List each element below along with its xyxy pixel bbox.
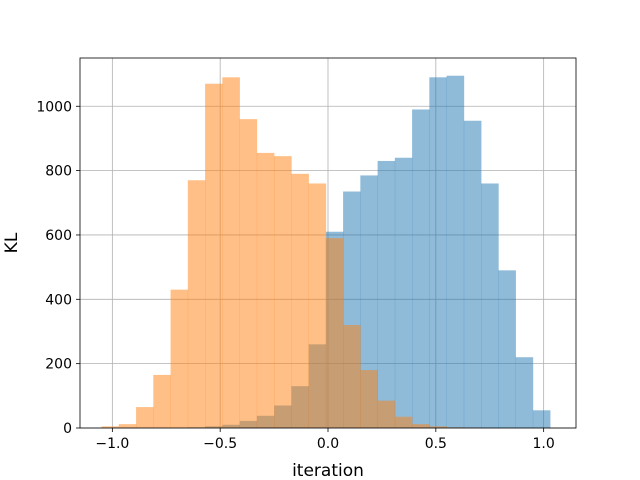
histogram-bar-series-2 <box>136 407 154 428</box>
x-axis-label: iteration <box>292 461 364 480</box>
y-tick-label: 800 <box>45 164 72 180</box>
histogram-bar-series-1 <box>412 109 430 428</box>
histogram-bar-series-2 <box>394 416 413 428</box>
x-tick-label: 0.5 <box>425 436 447 452</box>
x-tick-label: −0.5 <box>203 436 237 452</box>
histogram-bar-series-1 <box>515 357 534 428</box>
histogram-bar-series-2 <box>343 325 361 428</box>
histogram-bar-series-1 <box>446 75 465 429</box>
histogram-bar-series-1 <box>481 183 499 428</box>
histogram-bar-series-2 <box>291 173 309 428</box>
histogram-bar-series-2 <box>429 426 447 428</box>
histogram-bar-series-1 <box>360 175 378 428</box>
histogram-bar-series-2 <box>170 289 189 428</box>
histogram-bar-series-1 <box>377 160 396 428</box>
histogram-bar-series-1 <box>429 77 447 428</box>
y-tick-label: 400 <box>45 292 72 308</box>
y-axis-ticks: 0 200 400 600 800 1000 <box>36 99 80 437</box>
x-axis-ticks: −1.0 −0.5 0.0 0.5 1.0 <box>95 428 555 452</box>
y-axis-label: KL <box>2 232 22 253</box>
histogram-bar-series-2 <box>118 424 137 428</box>
y-tick-label: 200 <box>45 357 72 373</box>
x-tick-label: 0.0 <box>317 436 339 452</box>
histogram-bar-series-1 <box>394 157 413 428</box>
histogram-bars <box>101 75 551 429</box>
histogram-bar-series-2 <box>153 374 171 428</box>
histogram-bar-series-2 <box>256 152 275 429</box>
histogram-bar-series-2 <box>101 426 120 428</box>
histogram-bar-series-2 <box>360 370 378 428</box>
histogram-bar-series-1 <box>532 410 551 428</box>
histogram-bar-series-2 <box>187 180 206 428</box>
y-tick-label: 0 <box>63 421 72 437</box>
histogram-bar-series-2 <box>377 400 396 428</box>
x-tick-label: 1.0 <box>533 436 555 452</box>
histogram-bar-series-2 <box>325 238 344 428</box>
histogram-bar-series-1 <box>463 120 482 428</box>
histogram-bar-series-2 <box>412 424 430 428</box>
histogram-bar-series-2 <box>239 119 258 428</box>
histogram-bar-series-2 <box>205 83 223 428</box>
histogram-bar-series-2 <box>308 183 327 428</box>
histogram-bar-series-2 <box>222 77 240 428</box>
histogram-bar-series-2 <box>274 156 292 428</box>
x-tick-label: −1.0 <box>95 436 129 452</box>
y-tick-label: 1000 <box>36 99 72 115</box>
y-tick-label: 600 <box>45 228 72 244</box>
histogram-bar-series-1 <box>498 270 516 428</box>
